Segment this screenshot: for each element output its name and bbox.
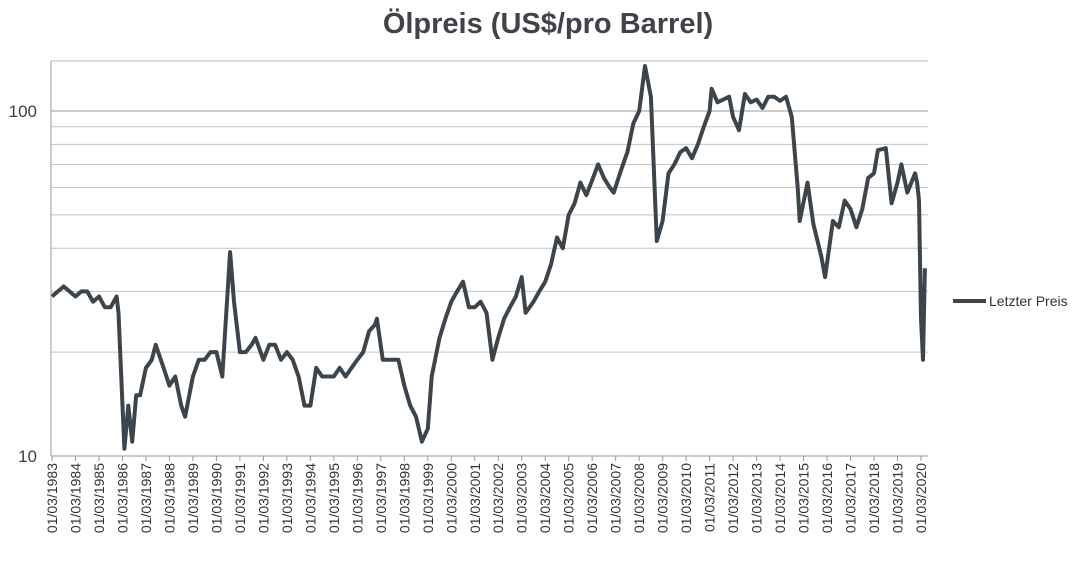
x-tick-label: 01/03/2008: [631, 463, 647, 533]
x-tick-label: 01/03/1991: [232, 463, 248, 533]
x-tick-label: 01/03/1999: [420, 463, 436, 533]
x-tick-label: 01/03/2001: [467, 463, 483, 533]
series-line-letzter-preis: [50, 64, 927, 451]
x-tick-label: 01/03/1984: [67, 463, 83, 533]
y-axis-ticks: 10 100: [9, 102, 37, 466]
x-tick-label: 01/03/2015: [796, 463, 812, 533]
x-tick-label: 01/03/1989: [185, 463, 201, 533]
x-tick-label: 01/03/2002: [490, 463, 506, 533]
x-tick-label: 01/03/2007: [608, 463, 624, 533]
x-tick-label: 01/03/1992: [255, 463, 271, 533]
x-tick-label: 01/03/1987: [138, 463, 154, 533]
x-tick-label: 01/03/2012: [725, 463, 741, 533]
x-tick-label: 01/03/1995: [326, 463, 342, 533]
y-tick-label: 100: [9, 102, 37, 121]
gridlines: [51, 60, 928, 353]
x-axis-ticks: 01/03/1983 01/03/1984 01/03/1985 01/03/1986…: [44, 456, 929, 533]
x-tick-label: 01/03/1986: [114, 463, 130, 533]
x-tick-label: 01/03/2004: [537, 463, 553, 533]
x-tick-label: 01/03/2014: [772, 463, 788, 533]
x-tick-label: 01/03/1994: [302, 463, 318, 533]
legend: Letzter Preis: [953, 293, 1068, 309]
x-tick-label: 01/03/2020: [913, 463, 929, 533]
x-tick-label: 01/03/2010: [678, 463, 694, 533]
x-tick-label: 01/03/2003: [514, 463, 530, 533]
x-tick-label: 01/03/1988: [161, 463, 177, 533]
x-tick-label: 01/03/1983: [44, 463, 60, 533]
x-tick-label: 01/03/1990: [208, 463, 224, 533]
x-tick-label: 01/03/1985: [91, 463, 107, 533]
x-tick-label: 01/03/2016: [819, 463, 835, 533]
x-tick-label: 01/03/2009: [655, 463, 671, 533]
x-tick-label: 01/03/1997: [373, 463, 389, 533]
y-tick-label: 10: [18, 447, 37, 466]
x-tick-label: 01/03/1998: [396, 463, 412, 533]
x-tick-label: 01/03/2005: [561, 463, 577, 533]
x-tick-label: 01/03/1996: [349, 463, 365, 533]
x-tick-label: 01/03/2018: [866, 463, 882, 533]
x-tick-label: 01/03/2013: [749, 463, 765, 533]
x-tick-label: 01/03/2017: [843, 463, 859, 533]
x-tick-label: 01/03/1993: [279, 463, 295, 533]
axes: [50, 61, 928, 457]
chart-title: Ölpreis (US$/pro Barrel): [383, 7, 713, 40]
legend-label: Letzter Preis: [989, 293, 1068, 309]
x-tick-label: 01/03/2011: [702, 463, 718, 532]
x-tick-label: 01/03/2019: [890, 463, 906, 533]
x-tick-label: 01/03/2006: [584, 463, 600, 533]
x-tick-label: 01/03/2000: [443, 463, 459, 533]
